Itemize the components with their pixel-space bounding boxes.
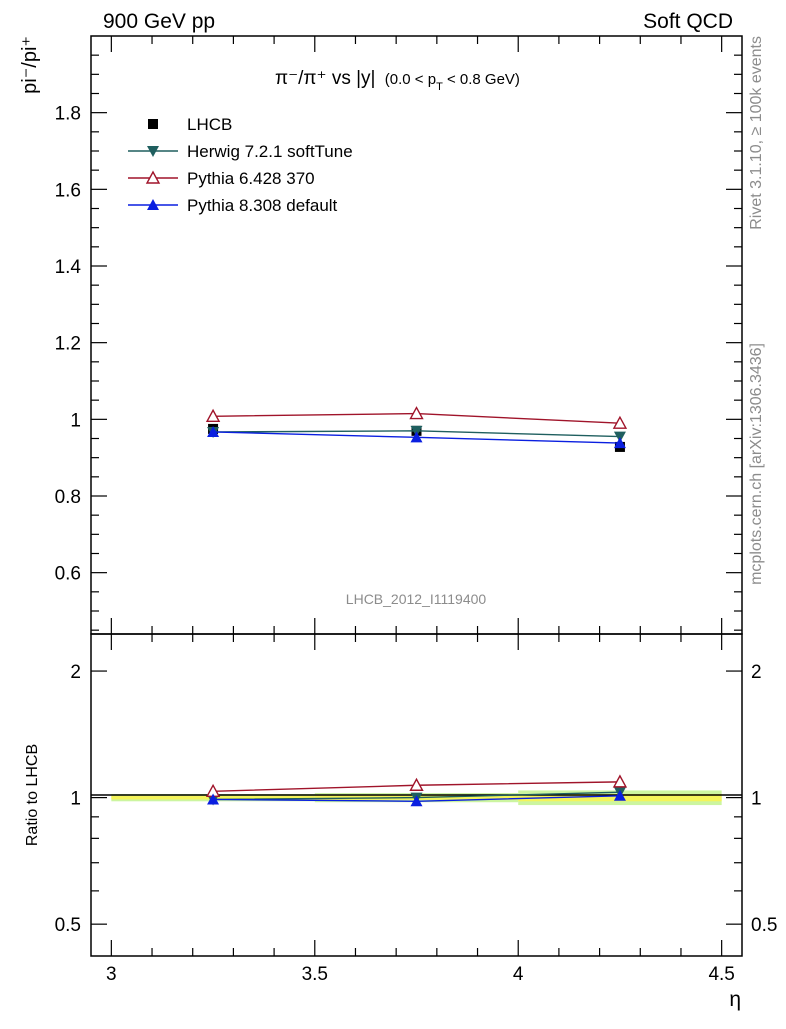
main-y-tick-label: 1.4	[55, 257, 82, 278]
data-point-pythia-6-428-370	[612, 415, 628, 429]
legend-marker	[147, 146, 159, 157]
main-y-tick-label: 0.8	[55, 487, 81, 508]
data-point-pythia-8-308-default	[613, 437, 626, 449]
x-tick-label: 3	[106, 964, 117, 985]
data-point-pythia-6-428-370	[205, 408, 221, 422]
legend-marker	[145, 170, 161, 184]
legend-label: Pythia 8.308 default	[187, 196, 338, 215]
ratio-y-tick-label: 2	[70, 662, 81, 683]
header-left-label: 900 GeV pp	[103, 10, 215, 33]
ratio-plot-frame	[90, 633, 743, 957]
legend: LHCB Herwig 7.2.1 softTune Pythia 6.428 37…	[128, 115, 353, 215]
main-series-layer	[205, 406, 628, 452]
legend-item-lhcb: LHCB	[148, 115, 232, 134]
plot-title-range: (0.0 < p	[385, 71, 436, 88]
main-y-tick-label: 1.8	[55, 104, 81, 125]
series-pythia-6-428-370	[205, 406, 628, 429]
legend-item-herwig-7-2-1-softtune: Herwig 7.2.1 softTune	[128, 142, 353, 161]
plot-title: π⁻/π⁺ vs |y| (0.0 < pT < 0.8 GeV)	[275, 68, 520, 93]
ratio-series-layer	[205, 774, 628, 807]
main-y-tick-label: 1.6	[55, 180, 81, 201]
ratio-point-pythia-6-428-370	[612, 774, 628, 788]
x-tick-label: 4	[513, 964, 524, 985]
ratio-point-pythia-8-308-default	[207, 793, 220, 805]
header-right-label: Soft QCD	[643, 10, 733, 33]
ratio-series-pythia-8-308-default	[207, 789, 626, 807]
data-point-herwig-7-2-1-softtune	[410, 425, 423, 437]
legend-label: Herwig 7.2.1 softTune	[187, 142, 353, 161]
ratio-y-tick-label-right: 2	[751, 662, 762, 683]
main-y-tick-label: 0.6	[55, 564, 81, 585]
x-axis-label: η	[729, 988, 741, 1011]
data-point-pythia-6-428-370	[409, 406, 424, 420]
ratio-y-tick-label-right: 1	[751, 789, 762, 810]
side-label-mcplots: mcplots.cern.ch [arXiv:1306.3436]	[748, 343, 765, 585]
main-y-tick-label: 1.2	[55, 334, 81, 355]
x-tick-label: 4.5	[708, 964, 734, 985]
ratio-point-pythia-8-308-default	[410, 795, 423, 807]
legend-label: LHCB	[187, 115, 232, 134]
data-point-herwig-7-2-1-softtune	[613, 431, 626, 443]
main-axis-ticks: 0.6 0.8 1 1.2 1.4 1.6 1.8	[55, 36, 742, 634]
analysis-id-label: LHCB_2012_I1119400	[346, 591, 487, 607]
legend-label: Pythia 6.428 370	[187, 169, 315, 188]
ratio-y-tick-label-right: 0.5	[751, 915, 777, 936]
series-pythia-8-308-default	[207, 425, 626, 449]
ratio-point-pythia-6-428-370	[409, 777, 424, 791]
x-tick-label: 3.5	[302, 964, 328, 985]
ratio-y-axis-label: Ratio to LHCB	[24, 744, 41, 846]
legend-item-pythia-6-428-370: Pythia 6.428 370	[128, 169, 315, 188]
ratio-axis-ticks: 0.5 0.5 1 1 2 2 3 3.5 4 4.5	[55, 634, 777, 985]
data-point-pythia-8-308-default	[410, 431, 423, 443]
legend-marker	[147, 199, 159, 210]
legend-item-pythia-8-308-default: Pythia 8.308 default	[128, 196, 338, 215]
ratio-y-tick-label: 0.5	[55, 915, 81, 936]
legend-marker	[148, 119, 158, 129]
main-y-tick-label: 1	[70, 410, 81, 431]
plot-title-range-end: < 0.8 GeV)	[443, 71, 520, 88]
side-label-rivet: Rivet 3.1.10, ≥ 100k events	[748, 36, 765, 230]
ratio-point-pythia-8-308-default	[613, 789, 626, 801]
main-plot-panel: 0.6 0.8 1 1.2 1.4 1.6 1.8 π⁻/π⁺ vs |y| (0.0 < …	[19, 35, 743, 635]
plot-title-main: π⁻/π⁺ vs |y|	[275, 68, 375, 89]
plot-title-range-sub: T	[436, 81, 443, 93]
main-y-axis-label: pi⁻/pi⁺	[19, 36, 41, 94]
svg-text:π⁻/π⁺ vs |y| (0.0 < pT: π⁻/π⁺ vs |y| (0.0 < pT < 0.8 GeV)	[275, 68, 520, 93]
ratio-plot-panel: 0.5 0.5 1 1 2 2 3 3.5 4 4.5 Ratio to LHCB η	[24, 633, 777, 1011]
ratio-y-tick-label: 1	[70, 789, 81, 810]
data-point-pythia-8-308-default	[207, 425, 220, 437]
